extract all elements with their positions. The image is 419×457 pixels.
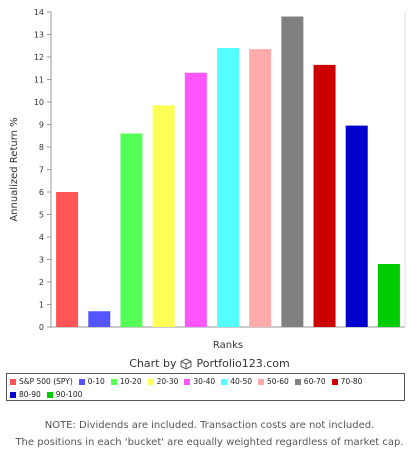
- y-tick-label: 14: [34, 8, 44, 17]
- legend-swatch: [331, 378, 338, 385]
- y-tick-label: 1: [39, 301, 44, 310]
- cube-icon: [180, 357, 192, 370]
- legend-swatch: [78, 378, 85, 385]
- legend-item: 0-10: [78, 377, 105, 386]
- legend-label: 40-50: [230, 377, 252, 386]
- legend-item: 20-30: [147, 377, 179, 386]
- legend-row: 80-90 90-100: [10, 388, 401, 401]
- note-line-2: The positions in each 'bucket' are equal…: [15, 437, 404, 448]
- bar: [345, 125, 368, 327]
- bar: [377, 264, 400, 327]
- legend-item: S&P 500 (SPY): [10, 377, 73, 386]
- legend-swatch: [184, 378, 191, 385]
- legend-item: 90-100: [46, 390, 83, 399]
- legend-label: S&P 500 (SPY): [19, 377, 73, 386]
- y-tick-label: 4: [39, 233, 44, 242]
- bar: [217, 48, 239, 327]
- legend-item: 30-40: [184, 377, 215, 386]
- note-line-1: NOTE: Dividends are included. Transactio…: [44, 420, 375, 431]
- y-tick-label: 9: [39, 121, 44, 130]
- legend-item: 10-20: [110, 377, 142, 386]
- y-tick-label: 0: [39, 323, 44, 332]
- legend-swatch: [10, 391, 16, 398]
- y-axis-label: Annualized Return %: [9, 117, 20, 221]
- bar: [313, 64, 336, 327]
- y-tick-label: 8: [39, 143, 44, 152]
- legend-row: S&P 500 (SPY) 0-10 10-20 20-30 30-40 40-50 50-…: [10, 375, 401, 388]
- legend-swatch: [147, 378, 154, 385]
- legend-label: 0-10: [87, 377, 105, 386]
- legend-swatch: [46, 391, 53, 398]
- legend-label: 70-80: [340, 377, 363, 386]
- x-axis-label: Ranks: [213, 340, 243, 351]
- legend-swatch: [294, 378, 301, 385]
- bar: [281, 16, 304, 327]
- chart-credit: Chart by Portfolio123.com: [0, 357, 419, 370]
- bar: [152, 105, 175, 327]
- y-tick-label: 6: [39, 188, 44, 197]
- bar: [184, 72, 207, 327]
- y-tick-label: 12: [34, 53, 44, 62]
- y-tick-label: 10: [34, 98, 44, 107]
- legend-item: 80-90: [10, 390, 41, 399]
- y-tick-label: 11: [34, 76, 44, 85]
- bar: [88, 311, 111, 327]
- chart-legend: S&P 500 (SPY) 0-10 10-20 20-30 30-40 40-50 50-…: [6, 373, 405, 401]
- legend-item: 40-50: [221, 377, 252, 386]
- bar: [249, 49, 272, 327]
- legend-item: 50-60: [258, 377, 289, 386]
- chart-bars: [56, 16, 400, 327]
- credit-prefix: Chart by: [129, 357, 177, 370]
- legend-label: 90-100: [55, 390, 83, 399]
- bar: [56, 192, 79, 327]
- y-tick-label: 13: [34, 31, 44, 40]
- legend-swatch: [110, 378, 117, 385]
- legend-label: 60-70: [303, 377, 326, 386]
- y-tick-label: 7: [39, 166, 44, 175]
- legend-label: 20-30: [156, 377, 179, 386]
- legend-label: 30-40: [193, 377, 216, 386]
- legend-swatch: [258, 378, 264, 385]
- legend-label: 10-20: [119, 377, 142, 386]
- legend-label: 50-60: [267, 377, 289, 386]
- chart-note: NOTE: Dividends are included. Transactio…: [0, 417, 419, 451]
- y-tick-label: 3: [39, 256, 44, 265]
- y-tick-label: 5: [39, 211, 44, 220]
- legend-label: 80-90: [19, 390, 41, 399]
- bar: [120, 133, 143, 327]
- credit-brand: Portfolio123.com: [196, 357, 290, 370]
- legend-item: 60-70: [294, 377, 326, 386]
- legend-item: 70-80: [331, 377, 363, 386]
- legend-swatch: [221, 378, 228, 385]
- legend-swatch: [10, 378, 16, 385]
- y-tick-label: 2: [39, 278, 44, 287]
